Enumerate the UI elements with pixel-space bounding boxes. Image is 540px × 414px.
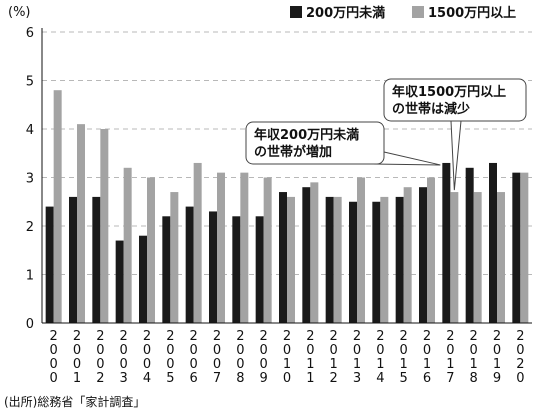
callout-line: 年収1500万円以上: [392, 84, 506, 100]
bar-2009-under-2m: [255, 216, 264, 323]
bar-2002-over-15m: [100, 129, 109, 323]
source-note: (出所)総務省「家計調査」: [4, 395, 146, 409]
bar-2001-over-15m: [77, 124, 85, 324]
bar-2012-over-15m: [333, 196, 342, 323]
bar-2008-over-15m: [240, 172, 249, 323]
y-tick-label: 2: [26, 220, 34, 235]
callout-pointer: [450, 120, 462, 191]
y-tick-label: 1: [26, 269, 34, 284]
y-tick-label: 6: [26, 26, 34, 41]
bar-2015-over-15m: [403, 187, 412, 323]
bar-2006-over-15m: [193, 162, 202, 323]
bars: [45, 90, 529, 324]
bar-2013-over-15m: [357, 177, 365, 323]
bar-2003-under-2m: [115, 240, 124, 323]
bar-2005-under-2m: [162, 216, 171, 323]
bar-2013-under-2m: [349, 201, 357, 323]
bar-2001-under-2m: [69, 196, 77, 323]
bar-2015-under-2m: [395, 196, 404, 323]
bar-2017-under-2m: [442, 162, 451, 323]
legend-swatch: [290, 6, 302, 18]
bar-2017-over-15m: [450, 192, 459, 323]
legend-label: 1500万円以上: [428, 6, 516, 21]
bar-2020-over-15m: [520, 172, 529, 323]
bar-2020-under-2m: [512, 172, 521, 323]
bar-2016-under-2m: [419, 187, 427, 323]
bar-2016-over-15m: [427, 177, 435, 323]
bar-2018-under-2m: [465, 167, 474, 323]
legend-label: 200万円未満: [306, 5, 385, 21]
callout-box: [383, 78, 527, 122]
bar-2008-under-2m: [232, 216, 241, 323]
y-tick-label: 0: [26, 317, 34, 332]
callout-line: の世帯は減少: [392, 101, 470, 117]
bar-2012-under-2m: [325, 196, 334, 323]
axis-lines: [41, 28, 532, 324]
bar-2014-under-2m: [372, 201, 381, 323]
bar-2006-under-2m: [185, 206, 194, 323]
bar-2010-over-15m: [287, 196, 295, 323]
bar-2010-under-2m: [279, 192, 287, 323]
bar-2014-over-15m: [380, 196, 389, 323]
bar-2005-over-15m: [170, 192, 179, 323]
bar-2004-under-2m: [139, 235, 147, 323]
bar-2011-under-2m: [302, 187, 311, 323]
bar-2019-under-2m: [489, 162, 497, 323]
bar-2000-under-2m: [45, 206, 54, 323]
bar-2011-over-15m: [310, 182, 319, 323]
y-tick-label: 3: [26, 172, 34, 187]
bar-2019-over-15m: [497, 192, 505, 323]
legend-swatch: [412, 6, 424, 18]
legend: 200万円未満 1500万円以上: [290, 5, 516, 21]
y-axis-ticks: 0 1 2 3 4 5 6: [26, 26, 34, 332]
bar-2004-over-15m: [147, 177, 155, 323]
bar-chart: 0 1 2 3 4 5 6 (%) 2 0 0 0 2 0 0 1 2 0 0 2 2 0 0 3 2 0 0 4 2 0 0 5 2 0 0 6…: [8, 5, 532, 386]
bar-2002-under-2m: [92, 196, 101, 323]
callout-line: の世帯が増加: [254, 144, 332, 160]
y-tick-label: 4: [26, 123, 34, 138]
y-tick-label: 5: [26, 75, 34, 90]
callout-line: 年収200万円未満: [254, 127, 359, 143]
bar-2007-over-15m: [217, 172, 225, 323]
y-axis-unit: (%): [8, 5, 31, 20]
bar-2018-over-15m: [473, 192, 482, 323]
bar-2007-under-2m: [209, 211, 217, 323]
x-axis-ticks: 2 0 0 0 2 0 0 1 2 0 0 2 2 0 0 3 2 0 0 4 2 0 0 5 2 0 0 6 2 0 0 7 2 0 0 8 2 0 0 9…: [50, 329, 525, 386]
bar-2000-over-15m: [53, 90, 62, 323]
bar-2009-over-15m: [263, 177, 272, 323]
callout-box: [245, 121, 385, 165]
bar-2003-over-15m: [123, 167, 132, 323]
